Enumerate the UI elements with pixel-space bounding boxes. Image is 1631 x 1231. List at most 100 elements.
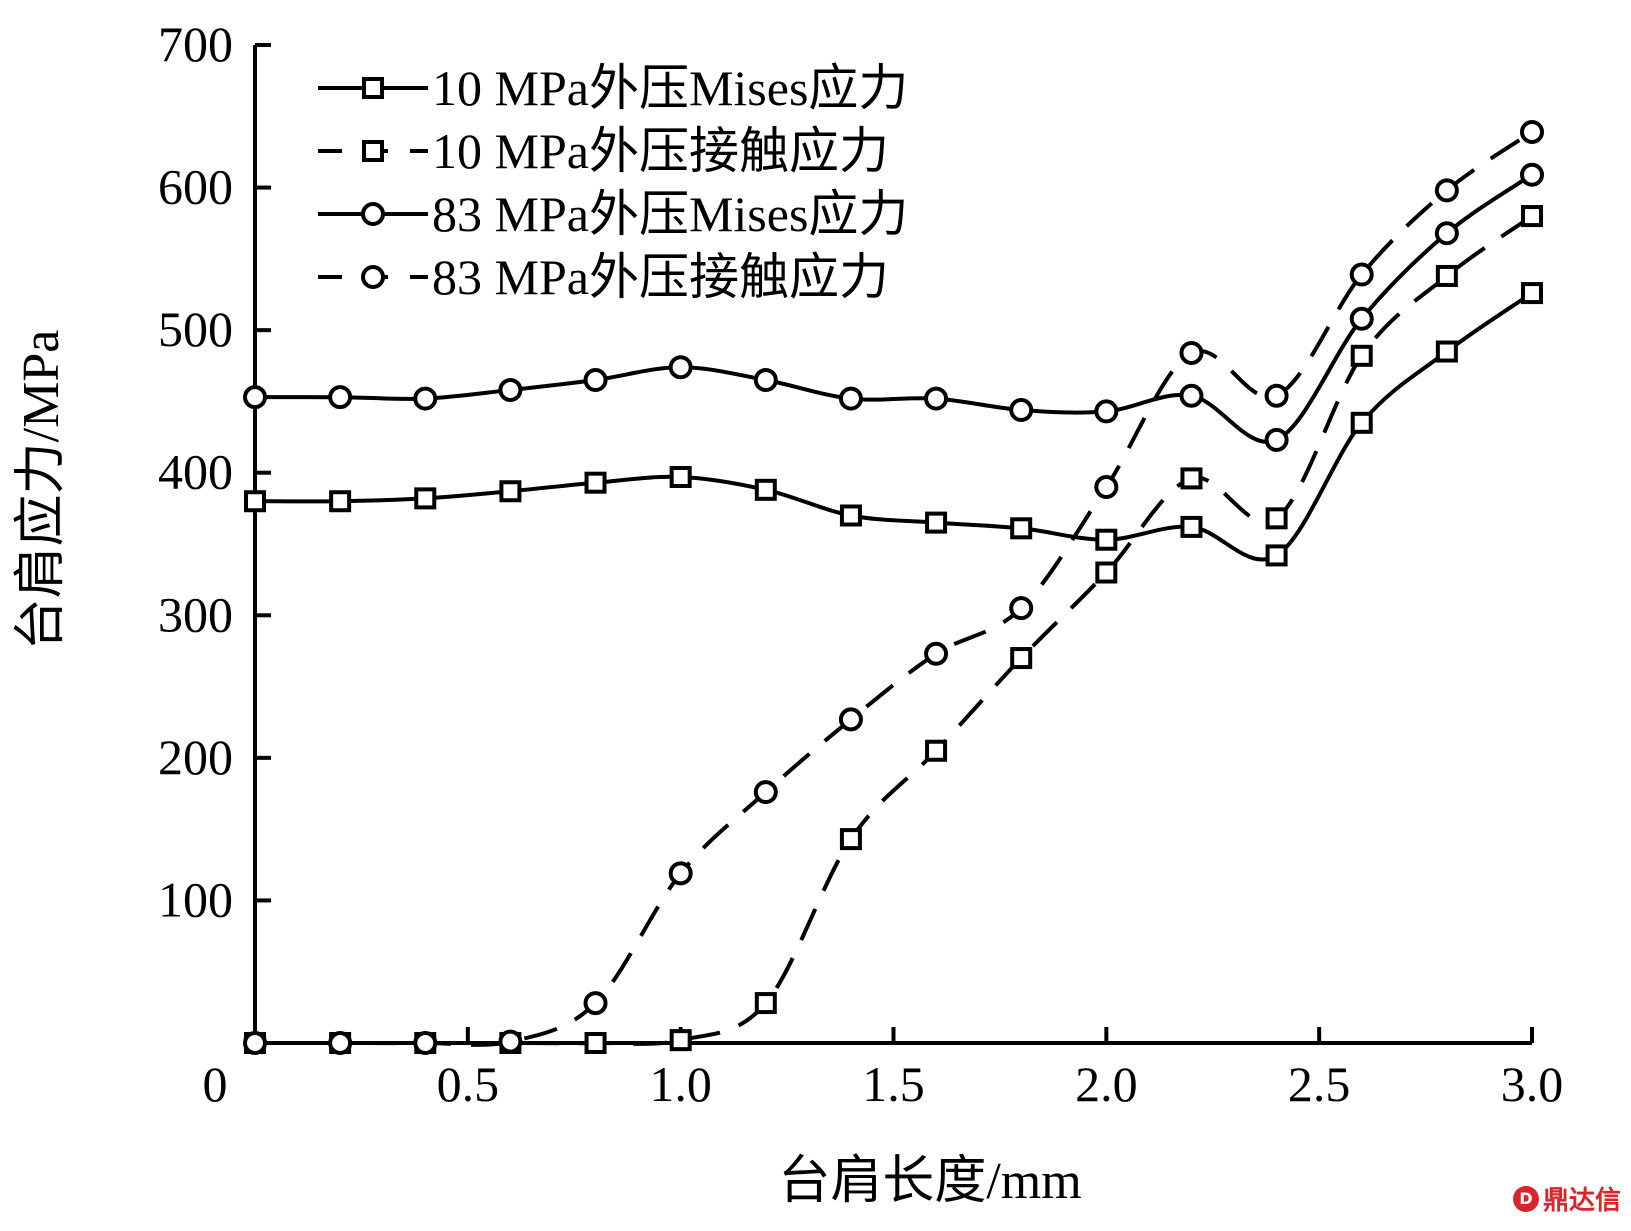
data-point [1434, 221, 1459, 246]
x-tick-label: 0 [203, 1056, 228, 1112]
data-point [1095, 561, 1118, 584]
axes: 0 0.5 1.0 1.5 2.0 2.5 3.0 100 200 300 400 500 600 700 [158, 16, 1563, 1112]
data-point [1265, 507, 1288, 530]
data-point [1094, 399, 1119, 424]
y-tick-label: 600 [158, 159, 233, 215]
data-point [839, 828, 862, 851]
x-tick-label: 2.0 [1075, 1056, 1138, 1112]
legend: 10 MPa外压Mises应力 10 MPa外压接触应力 83 MPa外压Mises… [318, 60, 908, 305]
data-point [583, 368, 608, 393]
series-line [255, 214, 1534, 1046]
legend-item: 10 MPa外压接触应力 [318, 123, 889, 179]
y-tick-label: 300 [158, 586, 233, 642]
data-point [1095, 528, 1118, 551]
data-point [669, 1029, 692, 1052]
x-tick-label: 1.0 [649, 1056, 712, 1112]
data-point [329, 490, 352, 513]
data-point [838, 386, 863, 411]
data-point [244, 490, 266, 513]
series-1 [244, 282, 1543, 567]
data-point [1009, 397, 1034, 422]
data-point [924, 641, 949, 666]
data-point [924, 386, 949, 411]
data-point [243, 1031, 267, 1055]
data-point [328, 1031, 353, 1055]
data-point [414, 487, 437, 510]
x-tick-label: 2.5 [1288, 1056, 1351, 1112]
data-point [1094, 474, 1119, 499]
x-tick-label: 1.5 [862, 1056, 925, 1112]
legend-marker [362, 140, 384, 162]
data-point [925, 739, 948, 762]
data-point [1180, 467, 1203, 490]
data-point [1264, 427, 1289, 452]
legend-label: 83 MPa外压接触应力 [432, 249, 889, 305]
data-point [1434, 178, 1459, 203]
legend-item: 83 MPa外压Mises应力 [318, 186, 908, 242]
y-tick-label: 100 [158, 871, 233, 927]
data-point [753, 368, 778, 393]
data-point [1349, 306, 1374, 331]
series-line [254, 173, 1534, 444]
data-point [1180, 515, 1203, 538]
data-point [1350, 411, 1373, 434]
data-point [498, 1029, 523, 1054]
x-tick-label: 3.0 [1501, 1056, 1564, 1112]
legend-marker [362, 77, 384, 99]
data-point [583, 991, 608, 1016]
data-point [839, 504, 862, 527]
data-point [584, 471, 607, 494]
data-point [1265, 544, 1288, 567]
y-axis-title: 台肩应力/MPa [13, 330, 70, 651]
data-point [499, 480, 522, 503]
watermark: D 鼎达信 [1512, 1180, 1621, 1217]
data-point [1521, 282, 1543, 305]
data-point [1521, 205, 1543, 228]
data-point [754, 992, 777, 1015]
data-point [1349, 262, 1374, 287]
watermark-text: 鼎达信 [1542, 1186, 1621, 1216]
data-point [669, 465, 692, 488]
y-tick-label: 500 [158, 301, 233, 357]
series-4 [243, 119, 1544, 1055]
legend-marker [361, 265, 385, 289]
x-axis-title: 台肩长度/mm [778, 1153, 1081, 1210]
data-point [1520, 119, 1544, 144]
data-point [1350, 344, 1373, 367]
data-point [1179, 383, 1204, 408]
data-point [1179, 340, 1204, 365]
y-tick-label: 400 [158, 444, 233, 500]
data-point [838, 707, 863, 732]
legend-item: 83 MPa外压接触应力 [318, 249, 889, 305]
data-point [1264, 383, 1289, 408]
y-tick-label: 700 [158, 16, 233, 72]
data-point [498, 378, 523, 403]
legend-label: 10 MPa外压Mises应力 [432, 60, 908, 116]
data-point [584, 1032, 607, 1054]
data-point [1435, 340, 1458, 363]
y-tick-label: 200 [158, 729, 233, 785]
series-layer [243, 119, 1544, 1055]
data-point [413, 1031, 438, 1055]
x-tick-label: 0.5 [437, 1056, 500, 1112]
data-point [1520, 162, 1544, 187]
data-point [668, 355, 693, 380]
data-point [243, 385, 267, 410]
legend-marker [361, 202, 385, 226]
watermark-logo-icon: D [1512, 1185, 1539, 1212]
legend-label: 83 MPa外压Mises应力 [432, 186, 908, 242]
data-point [925, 511, 948, 534]
data-point [1435, 264, 1458, 287]
series-3 [243, 162, 1544, 452]
data-point [328, 385, 353, 410]
series-line [254, 291, 1534, 562]
data-point [1009, 596, 1034, 621]
series-2 [244, 205, 1543, 1054]
data-point [413, 386, 438, 411]
data-point [754, 478, 777, 501]
data-point [1010, 647, 1033, 670]
data-point [1010, 517, 1033, 540]
legend-item: 10 MPa外压Mises应力 [318, 60, 908, 116]
legend-label: 10 MPa外压接触应力 [432, 123, 889, 179]
